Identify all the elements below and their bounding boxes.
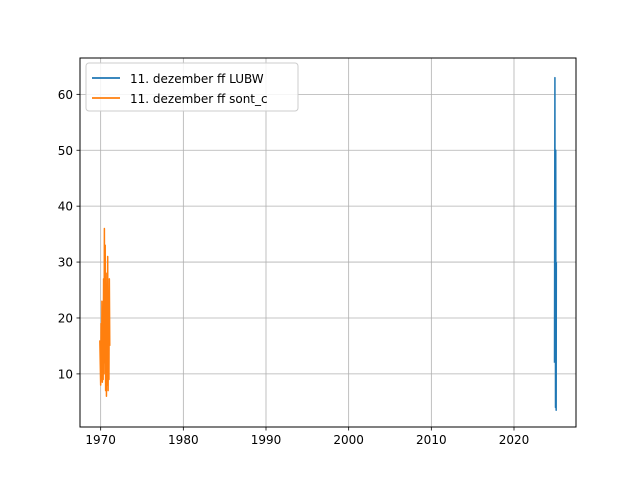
x-tick-label: 2000 [333,433,364,447]
y-tick-label: 10 [58,367,73,381]
y-tick-label: 30 [58,256,73,270]
plot-frame [79,57,577,428]
legend-box [85,62,299,112]
y-tick-label: 60 [58,88,73,102]
axis-ticks: 1970 1980 1990 2000 2010 2020 10 20 30 40 50 60 [58,88,530,447]
series-line-2 [99,227,111,397]
series-line-1 [553,76,558,411]
y-tick-label: 20 [58,311,73,325]
x-tick-label: 1970 [85,433,116,447]
legend-label: 11. dezember ff sont_c [130,92,268,106]
y-tick-label: 50 [58,144,73,158]
x-tick-label: 2020 [499,433,530,447]
legend: 11. dezember ff LUBW 11. dezember ff sont… [85,62,299,112]
grid [80,58,576,427]
x-tick-label: 2010 [416,433,447,447]
legend-label: 11. dezember ff LUBW [130,72,264,86]
x-tick-label: 1990 [251,433,282,447]
x-tick-label: 1980 [168,433,199,447]
series-lines [99,76,558,411]
y-tick-label: 40 [58,200,73,214]
